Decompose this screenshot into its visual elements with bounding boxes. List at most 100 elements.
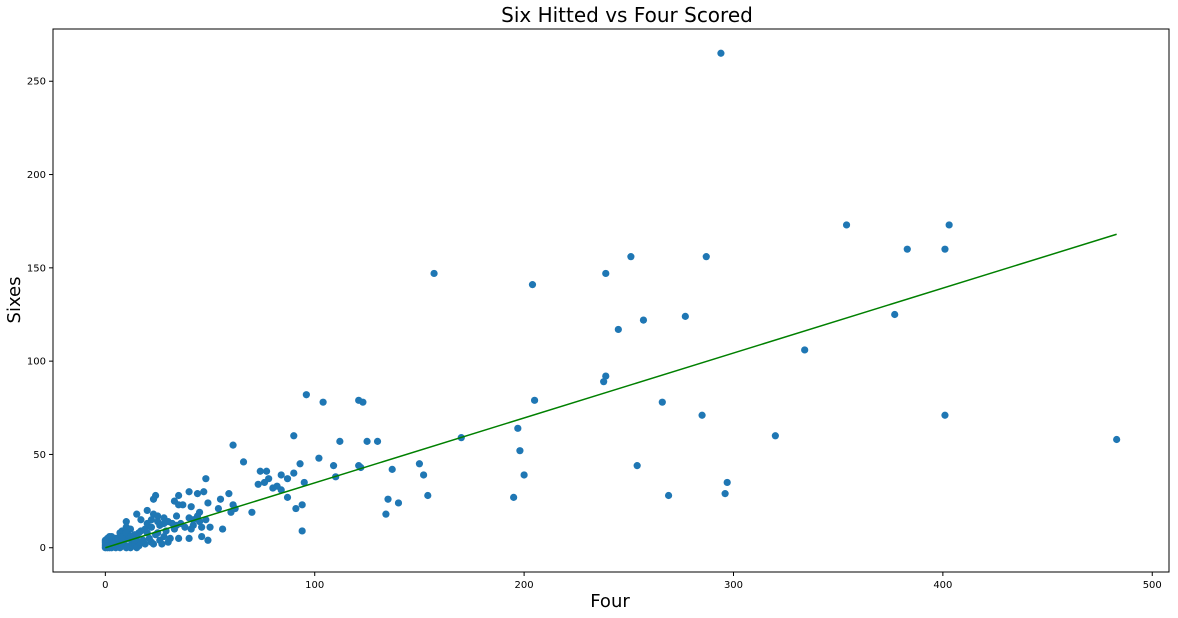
- data-point: [717, 49, 725, 57]
- data-point: [891, 310, 899, 319]
- data-point: [141, 525, 149, 533]
- data-point: [198, 523, 206, 531]
- data-point: [430, 269, 438, 278]
- data-point: [200, 488, 208, 496]
- data-point: [702, 253, 710, 261]
- data-point: [721, 490, 729, 498]
- data-point: [639, 316, 648, 324]
- y-tick-label: 250: [27, 77, 46, 88]
- data-point: [658, 398, 666, 406]
- y-tick-label: 100: [27, 357, 46, 368]
- data-point: [283, 475, 292, 483]
- y-tick-label: 150: [27, 263, 46, 274]
- data-point: [227, 508, 235, 516]
- y-tick-label: 200: [27, 170, 46, 181]
- data-point: [283, 493, 292, 501]
- x-tick-label: 300: [724, 580, 743, 591]
- data-point: [218, 525, 227, 533]
- data-point: [139, 536, 147, 544]
- data-point: [181, 523, 189, 531]
- x-axis-label: Four: [590, 591, 630, 612]
- data-point: [158, 540, 166, 548]
- data-point: [185, 488, 193, 496]
- x-tick-label: 500: [1143, 580, 1162, 591]
- data-point: [149, 540, 158, 548]
- data-point: [193, 490, 202, 498]
- data-point: [216, 495, 225, 503]
- data-point: [248, 508, 256, 516]
- data-point: [277, 471, 285, 479]
- data-point: [175, 501, 183, 509]
- data-point: [298, 501, 306, 509]
- data-point: [225, 490, 233, 498]
- data-point: [516, 447, 524, 455]
- data-point: [602, 269, 610, 278]
- data-point: [154, 512, 162, 520]
- data-point: [198, 532, 206, 541]
- data-point: [122, 518, 130, 526]
- data-point: [319, 398, 327, 406]
- data-point: [627, 253, 635, 261]
- x-tick-label: 100: [305, 580, 324, 591]
- data-point: [698, 411, 706, 419]
- data-point: [941, 411, 949, 419]
- data-point: [166, 534, 174, 543]
- data-point: [202, 475, 210, 483]
- data-point: [520, 471, 528, 479]
- data-point: [204, 499, 212, 507]
- data-point: [801, 346, 809, 354]
- data-point: [614, 325, 622, 334]
- data-point: [156, 521, 164, 529]
- data-point: [600, 378, 608, 386]
- data-point: [172, 512, 181, 520]
- data-point: [214, 504, 223, 513]
- y-tick-label: 50: [33, 450, 46, 461]
- y-axis: 0 50 100 150 200 250: [27, 77, 53, 554]
- data-point: [187, 525, 195, 533]
- data-point: [262, 467, 271, 475]
- data-point: [302, 391, 310, 399]
- data-point: [329, 462, 338, 470]
- data-point: [394, 499, 403, 507]
- data-point: [202, 516, 210, 524]
- data-point: [945, 221, 953, 229]
- data-point: [514, 424, 522, 432]
- data-point: [256, 467, 264, 475]
- data-point: [290, 432, 298, 440]
- data-point: [1113, 435, 1121, 444]
- y-tick-label: 0: [40, 543, 46, 554]
- x-axis: 0 100 200 300 400 500: [102, 572, 1162, 591]
- data-point: [187, 503, 195, 511]
- data-point: [723, 478, 731, 487]
- data-point: [254, 480, 262, 488]
- data-point: [382, 510, 390, 518]
- data-point: [185, 534, 193, 543]
- data-point: [363, 437, 371, 445]
- data-point: [164, 518, 172, 526]
- data-point: [206, 523, 214, 531]
- data-point: [147, 523, 156, 531]
- y-axis-label: Sixes: [4, 277, 25, 324]
- data-point: [133, 544, 141, 552]
- data-point: [277, 486, 285, 494]
- data-point: [384, 495, 392, 503]
- data-point: [415, 460, 424, 468]
- regression-line: [105, 233, 1117, 549]
- data-point: [315, 454, 323, 462]
- x-tick-label: 400: [933, 580, 952, 591]
- data-point: [175, 491, 183, 500]
- data-point: [420, 471, 428, 479]
- data-point: [260, 478, 269, 487]
- data-point: [137, 516, 145, 524]
- data-point: [239, 458, 248, 466]
- data-point: [149, 495, 158, 503]
- chart-title: Six Hitted vs Four Scored: [501, 3, 753, 27]
- data-point: [300, 478, 308, 487]
- data-point: [681, 312, 689, 320]
- data-point: [842, 221, 851, 229]
- x-tick-label: 0: [102, 580, 108, 591]
- data-point: [359, 398, 367, 406]
- data-point: [633, 462, 641, 470]
- data-point: [296, 460, 304, 468]
